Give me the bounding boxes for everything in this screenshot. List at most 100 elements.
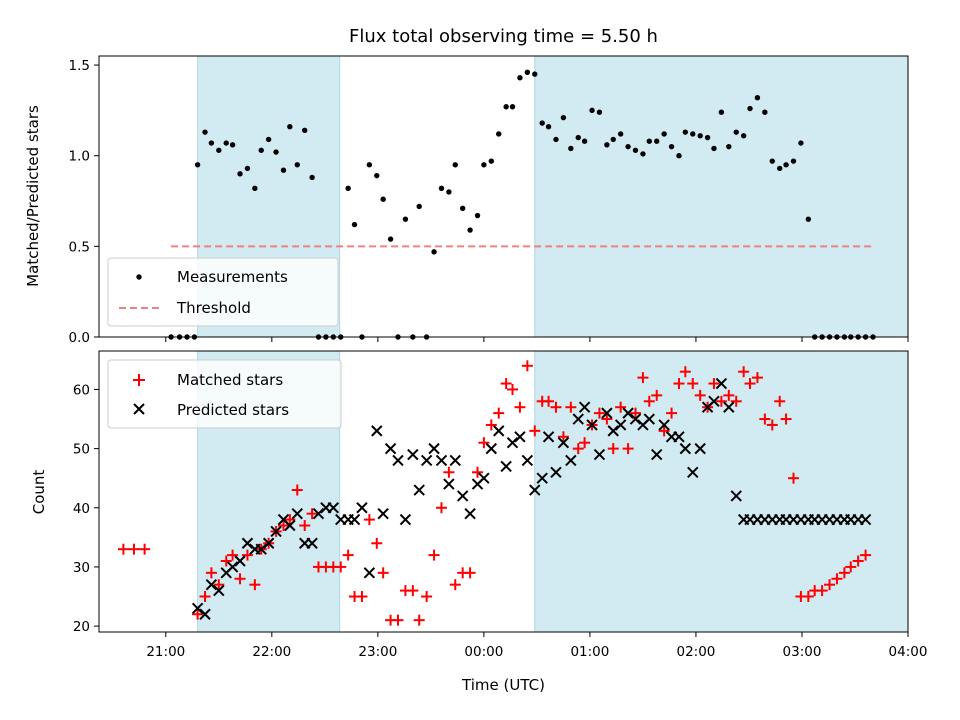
legend-predicted-label: Predicted stars [177,401,289,419]
measurement-point [754,94,761,101]
measurement-point [474,212,481,219]
matched-point [413,614,425,626]
matched-point [751,372,763,384]
matched-point [687,378,699,390]
measurement-point [733,129,739,135]
matched-point [579,437,591,449]
measurement-point [223,140,229,146]
measurement-point [402,216,409,222]
x-tick-label: 03:00 [783,644,822,660]
matched-point [277,520,289,532]
predicted-point [550,466,562,478]
measurement-point [446,189,452,195]
measurement-point [726,143,732,150]
measurement-point [252,185,258,192]
measurement-point [208,140,215,146]
measurement-point [640,151,646,157]
measurement-point [216,147,222,153]
matched-point [192,608,204,620]
measurement-point [488,158,495,164]
matched-point [478,437,490,449]
measurement-point [374,172,380,179]
measurement-point [467,227,473,233]
bottom-legend: Matched stars Predicted stars [107,359,342,429]
matched-point [464,567,476,579]
matched-point [493,407,505,419]
chart-title: Flux total observing time = 5.50 h [349,26,658,47]
predicted-point [593,448,606,461]
predicted-point [428,442,440,455]
predicted-point [536,472,548,484]
measurement-point [366,162,373,168]
measurement-point [194,162,201,168]
matched-point [651,389,663,401]
top-y-axis-label: Matched/Predicted stars [24,105,42,287]
predicted-point [205,578,218,591]
legend-predicted-marker [133,403,145,415]
matched-point [673,378,685,390]
matched-point [392,614,404,626]
predicted-point [226,561,239,573]
measurement-point [604,142,610,148]
predicted-point [399,513,412,526]
predicted-point [241,537,254,549]
matched-point [730,395,742,407]
predicted-point [557,436,570,449]
matched-point [205,567,217,579]
measurement-point [459,205,466,211]
top-axes-frame [98,55,909,338]
predicted-point [542,431,555,443]
matched-point [435,502,447,514]
legend-measurements-marker [136,274,142,280]
measurement-point [524,69,531,76]
matched-point [601,413,613,425]
predicted-point [191,602,204,615]
matched-point [774,395,786,407]
predicted-point [658,419,670,431]
measurement-point [545,124,552,130]
matched-point [139,543,151,555]
matched-point [557,431,569,443]
measurement-point [704,134,711,141]
predicted-point [262,537,275,549]
matched-point [377,567,389,579]
measurement-point [617,131,624,137]
matched-point [521,360,533,372]
measurement-point [718,109,725,115]
matched-point [543,395,555,407]
matched-point [593,407,605,419]
measurement-point [783,162,789,168]
matched-point [117,543,129,555]
measurement-point [711,145,717,152]
matched-point [472,466,484,478]
matched-point [220,555,232,567]
matched-point [708,378,720,390]
matched-point [371,537,383,549]
matched-point [572,443,584,455]
measurement-point [244,165,251,172]
predicted-point [420,454,433,467]
matched-point [831,573,843,585]
predicted-point [464,507,476,520]
measurement-point [496,131,502,137]
matched-point [607,443,619,455]
predicted-point [407,448,419,461]
matched-point [715,395,727,407]
measurement-point [532,71,538,77]
predicted-point [392,454,404,467]
measurement-point [798,140,804,146]
top-x-ticks [165,337,909,342]
matched-point [500,378,512,390]
predicted-point [578,401,591,413]
measurements-series [168,69,876,340]
measurement-point [690,131,696,137]
predicted-point [443,478,455,490]
matched-point [630,407,642,419]
matched-point [658,425,670,437]
matched-point [514,401,526,413]
matched-point [199,591,211,603]
matched-point [128,543,140,555]
measurement-point [503,104,509,110]
matched-point [766,419,778,431]
y-tick-label: 60 [73,382,90,398]
